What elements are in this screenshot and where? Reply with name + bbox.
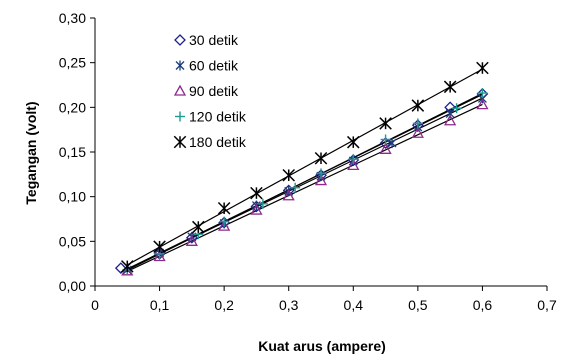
x-tick-label: 0,6 [473,297,493,313]
x-tick-label: 0,3 [279,297,299,313]
data-point [153,240,166,253]
data-point [348,154,359,165]
trendline-2 [127,103,483,272]
data-point [282,168,295,182]
data-point [379,117,392,130]
legend-entry: 90 detik [173,83,239,99]
data-point [314,174,328,186]
legend-entry: 120 detik [175,109,247,125]
x-tick-label: 0,1 [150,297,170,313]
data-point [476,98,489,110]
x-tick-label: 0,7 [537,297,557,313]
data-point [477,88,488,99]
data-point [219,216,230,227]
data-point [192,220,205,234]
data-point [379,142,392,154]
legend-label: 90 detik [189,83,239,99]
data-point [185,234,198,246]
x-tick-label: 0,5 [408,297,428,313]
data-point [444,114,457,126]
data-point [218,219,231,231]
y-tick-label: 0,15 [59,144,86,160]
y-tick-label: 0,00 [59,278,86,294]
x-axis-title: Kuat arus (ampere) [258,338,386,354]
legend-entry: 180 detik [173,134,247,150]
data-point [121,260,134,273]
data-point [379,137,392,149]
data-point [411,99,425,112]
x-tick-label: 0,2 [214,297,234,313]
data-point [380,134,391,145]
data-point [250,186,263,200]
y-tick-label: 0,30 [59,10,86,26]
x-tick-label: 0 [91,297,99,313]
legend-label: 60 detik [189,58,239,74]
trendline-4 [126,68,483,266]
legend-marker [175,60,185,71]
legend-label: 180 detik [189,134,247,150]
data-point [347,159,360,171]
legend-label: 30 detik [189,32,239,48]
legend-marker [173,135,187,149]
marker-layer [114,61,489,276]
y-tick-label: 0,25 [59,55,86,71]
data-point [347,135,360,149]
data-point [250,200,263,213]
data-point [412,118,423,129]
data-point [290,182,301,193]
trendline-layer [120,68,483,273]
axes: 0,00 0,05 0,10 0,15 0,20 0,25 0,30 0 0,1 0,2 0,3 0,… [59,10,557,313]
data-point [387,138,397,149]
legend: 30 detik 60 detik 90 detik 120 detik 180 det… [173,32,247,150]
legend-marker [175,111,185,122]
legend-marker [174,34,186,46]
data-point [282,189,295,201]
x-tick-label: 0,4 [344,297,364,313]
data-point [476,61,489,75]
data-point [185,231,198,244]
data-point [445,108,455,119]
trendline-3 [127,92,483,271]
legend-entry: 60 detik [175,58,239,74]
data-point [451,103,462,114]
data-point [411,126,424,138]
data-point [257,198,268,209]
y-tick-label: 0,05 [59,233,86,249]
data-point [250,203,263,215]
data-point [217,201,231,215]
data-point [443,80,457,94]
y-axis-title: Tegangan (volt) [23,101,39,204]
data-point [153,250,166,262]
legend-label: 120 detik [189,109,247,125]
legend-marker [173,84,187,96]
y-tick-label: 0,20 [59,99,86,115]
data-point [314,151,328,165]
y-tick-label: 0,10 [59,189,86,205]
legend-entry: 30 detik [174,32,239,48]
data-point [316,168,326,179]
